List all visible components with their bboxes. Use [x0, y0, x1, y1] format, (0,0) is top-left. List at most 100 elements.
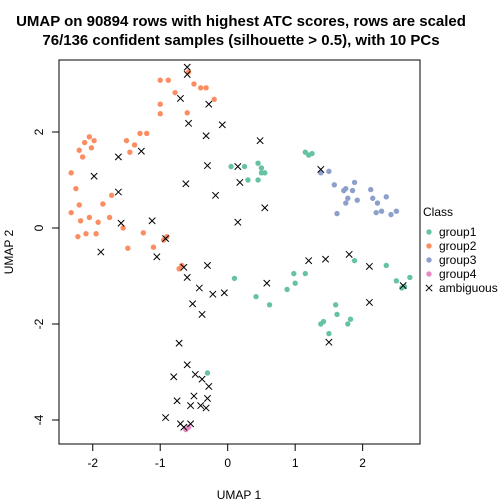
point-ambiguous [203, 394, 212, 402]
point-group3 [373, 209, 379, 216]
point-ambiguous [218, 121, 226, 129]
point-ambiguous [90, 172, 98, 180]
point-group2 [68, 209, 74, 216]
point-group2 [68, 170, 74, 176]
point-ambiguous [187, 420, 195, 428]
point-group1 [393, 278, 400, 284]
point-group2 [127, 149, 133, 155]
series-group2 [68, 69, 217, 272]
point-ambiguous [190, 392, 198, 400]
point-group2 [131, 142, 138, 148]
point-group2 [165, 77, 172, 83]
point-ambiguous [162, 414, 170, 422]
point-group3 [345, 195, 351, 201]
x-axis: -2 -1 0 1 2 [87, 443, 366, 470]
point-ambiguous [317, 165, 325, 173]
point-group1 [351, 257, 358, 264]
point-ambiguous [97, 248, 105, 256]
point-group2 [81, 139, 88, 146]
point-ambiguous [234, 163, 242, 171]
point-group1 [231, 275, 238, 282]
point-group1 [292, 280, 298, 286]
point-group2 [95, 219, 101, 225]
point-ambiguous [187, 402, 195, 410]
point-ambiguous [263, 279, 271, 287]
point-group2 [93, 231, 99, 237]
point-group1 [332, 302, 339, 308]
point-group2 [123, 137, 130, 144]
point-ambiguous [205, 382, 213, 390]
point-group3 [383, 194, 389, 200]
point-group4 [185, 424, 192, 430]
legend-label-ambiguous: ambiguous [439, 281, 498, 295]
point-ambiguous [325, 338, 333, 346]
legend-title: Class [423, 205, 453, 219]
point-ambiguous [234, 218, 242, 226]
point-ambiguous [153, 253, 161, 261]
point-ambiguous [321, 255, 330, 263]
legend-marker-group4 [426, 271, 432, 277]
point-group1 [320, 318, 327, 325]
point-ambiguous [197, 402, 205, 410]
point-ambiguous [256, 137, 264, 145]
point-ambiguous [305, 257, 313, 265]
point-group2 [172, 89, 178, 96]
y-tick-label: -4 [32, 414, 46, 425]
point-ambiguous [365, 262, 373, 270]
point-group1 [266, 302, 273, 308]
x-tick-label: -1 [155, 456, 166, 470]
point-group2 [76, 202, 82, 208]
point-group1 [255, 177, 261, 183]
point-group2 [120, 225, 126, 231]
point-group2 [108, 192, 115, 199]
point-ambiguous [236, 178, 244, 186]
point-group3 [393, 208, 400, 214]
point-ambiguous [183, 70, 191, 78]
point-group2 [137, 130, 143, 137]
point-ambiguous [205, 100, 213, 108]
point-group3 [334, 210, 340, 217]
point-group1 [253, 293, 259, 300]
point-group1 [347, 316, 354, 322]
point-group2 [211, 96, 217, 103]
point-group3 [368, 186, 374, 193]
series-group1 [204, 149, 413, 376]
point-group3 [354, 197, 360, 203]
y-axis-label: UMAP 2 [2, 229, 16, 274]
point-group1 [309, 150, 315, 157]
point-group2 [77, 218, 84, 224]
point-group3 [388, 211, 394, 218]
point-ambiguous [182, 180, 190, 188]
series-group3 [318, 168, 400, 218]
point-ambiguous [220, 289, 228, 297]
point-ambiguous [180, 423, 188, 431]
point-group2 [79, 154, 86, 160]
point-ambiguous [203, 162, 212, 170]
point-ambiguous [114, 153, 122, 161]
point-group1 [334, 311, 340, 318]
point-group2 [88, 145, 95, 151]
point-ambiguous [202, 404, 210, 412]
point-group2 [185, 69, 192, 75]
point-group2 [75, 233, 81, 240]
legend-marker-ambiguous [425, 284, 433, 292]
point-group2 [106, 214, 113, 221]
point-group1 [291, 270, 297, 277]
point-group2 [125, 245, 131, 251]
y-tick-label: 0 [32, 224, 46, 231]
point-group3 [326, 168, 332, 175]
legend-label-group2: group2 [439, 239, 477, 253]
point-ambiguous [114, 188, 122, 196]
x-tick-label: 0 [224, 456, 231, 470]
point-group1 [302, 270, 308, 277]
point-ambiguous [345, 250, 353, 258]
legend-marker-group2 [426, 243, 432, 249]
point-group2 [83, 231, 89, 237]
point-group1 [262, 170, 268, 176]
point-group2 [140, 230, 147, 236]
point-ambiguous [180, 263, 188, 271]
point-ambiguous [183, 361, 191, 369]
point-ambiguous [148, 217, 156, 225]
